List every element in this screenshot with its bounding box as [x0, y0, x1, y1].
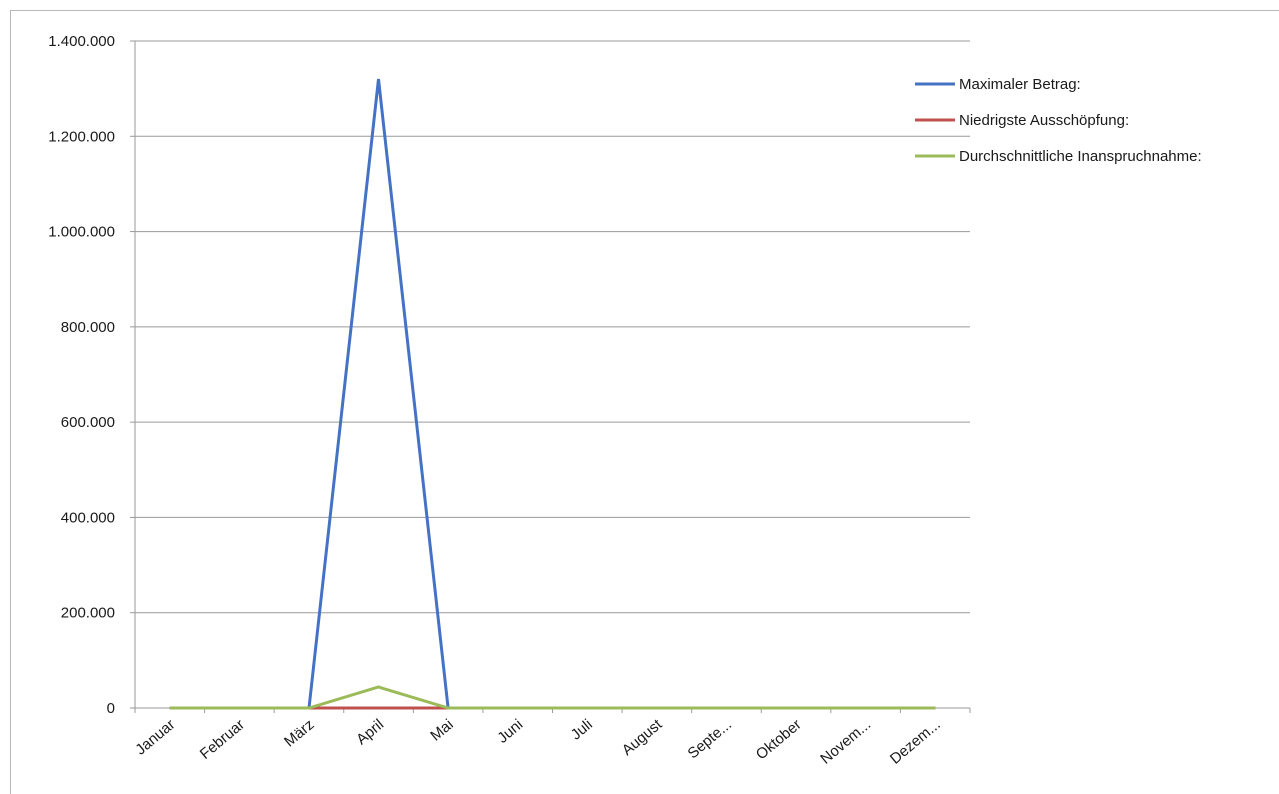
y-tick-label: 800.000: [61, 319, 115, 336]
x-tick-label: Juli: [568, 716, 596, 743]
chart-frame: [10, 10, 1279, 794]
legend: Maximaler Betrag: Niedrigste Ausschöpfung…: [915, 76, 1202, 165]
y-tick-label: 400.000: [61, 509, 115, 526]
series-line-1: [169, 78, 936, 710]
y-tick-label: 1.200.000: [48, 128, 115, 145]
legend-label: Maximaler Betrag:: [959, 76, 1081, 93]
y-tick-label: 1.400.000: [48, 33, 115, 50]
y-tick-label: 0: [107, 700, 115, 717]
x-tick-label: August: [619, 716, 666, 760]
gridlines: [135, 40, 970, 614]
x-tick-label: Januar: [132, 716, 178, 759]
x-axis-tick-labels: Januar Februar März April Mai Juni Juli August S…: [132, 716, 943, 768]
x-tick-label: Mai: [427, 716, 456, 745]
x-tick-label: Februar: [197, 716, 248, 763]
y-tick-label: 600.000: [61, 414, 115, 431]
series-line-3: [169, 685, 936, 710]
y-axis-tick-labels: 0 200.000 400.000 600.000 800.000 1.000.000 1.…: [48, 33, 115, 717]
series-lines: [169, 78, 936, 710]
x-tick-label: Septe...: [684, 716, 735, 762]
x-tick-label: Juni: [494, 716, 526, 747]
legend-label: Niedrigste Ausschöpfung:: [959, 112, 1129, 129]
axes: [130, 40, 971, 713]
x-tick-label: April: [353, 716, 387, 748]
x-tick-label: März: [281, 716, 317, 750]
y-tick-label: 200.000: [61, 605, 115, 622]
y-tick-label: 1.000.000: [48, 224, 115, 241]
x-tick-label: Dezem...: [887, 716, 944, 768]
legend-label: Durchschnittliche Inanspruchnahme:: [959, 148, 1202, 165]
x-tick-label: Novem...: [817, 716, 874, 768]
x-tick-label: Oktober: [753, 716, 805, 763]
